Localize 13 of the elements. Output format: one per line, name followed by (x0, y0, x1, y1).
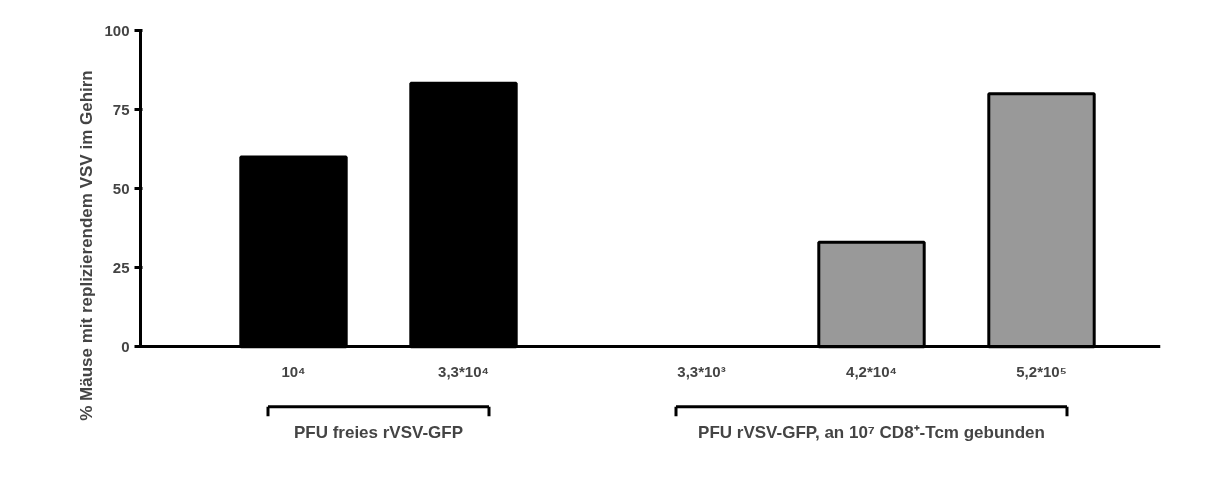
x-tick-label: 3,3*10³ (677, 362, 726, 380)
y-tick-label: 50 (112, 179, 130, 197)
x-tick-label: 3,3*10⁴ (438, 362, 489, 380)
y-axis-title: % Mäuse mit replizierendem VSV im Gehirn (77, 70, 97, 421)
y-tick-label: 75 (112, 100, 130, 118)
x-tick-label: 5,2*10⁵ (1016, 362, 1067, 380)
y-tick-label: 100 (104, 21, 130, 39)
x-tick-label: 10⁴ (281, 362, 306, 380)
y-tick-label: 25 (112, 258, 130, 276)
text: PFU rVSV-GFP, an 10⁷ CD8⁺-Tcm gebunden (698, 422, 1045, 442)
y-tick-label: 0 (121, 337, 130, 355)
text: PFU freies rVSV-GFP (293, 422, 464, 442)
x-tick-label: 4,2*10⁴ (846, 362, 897, 380)
